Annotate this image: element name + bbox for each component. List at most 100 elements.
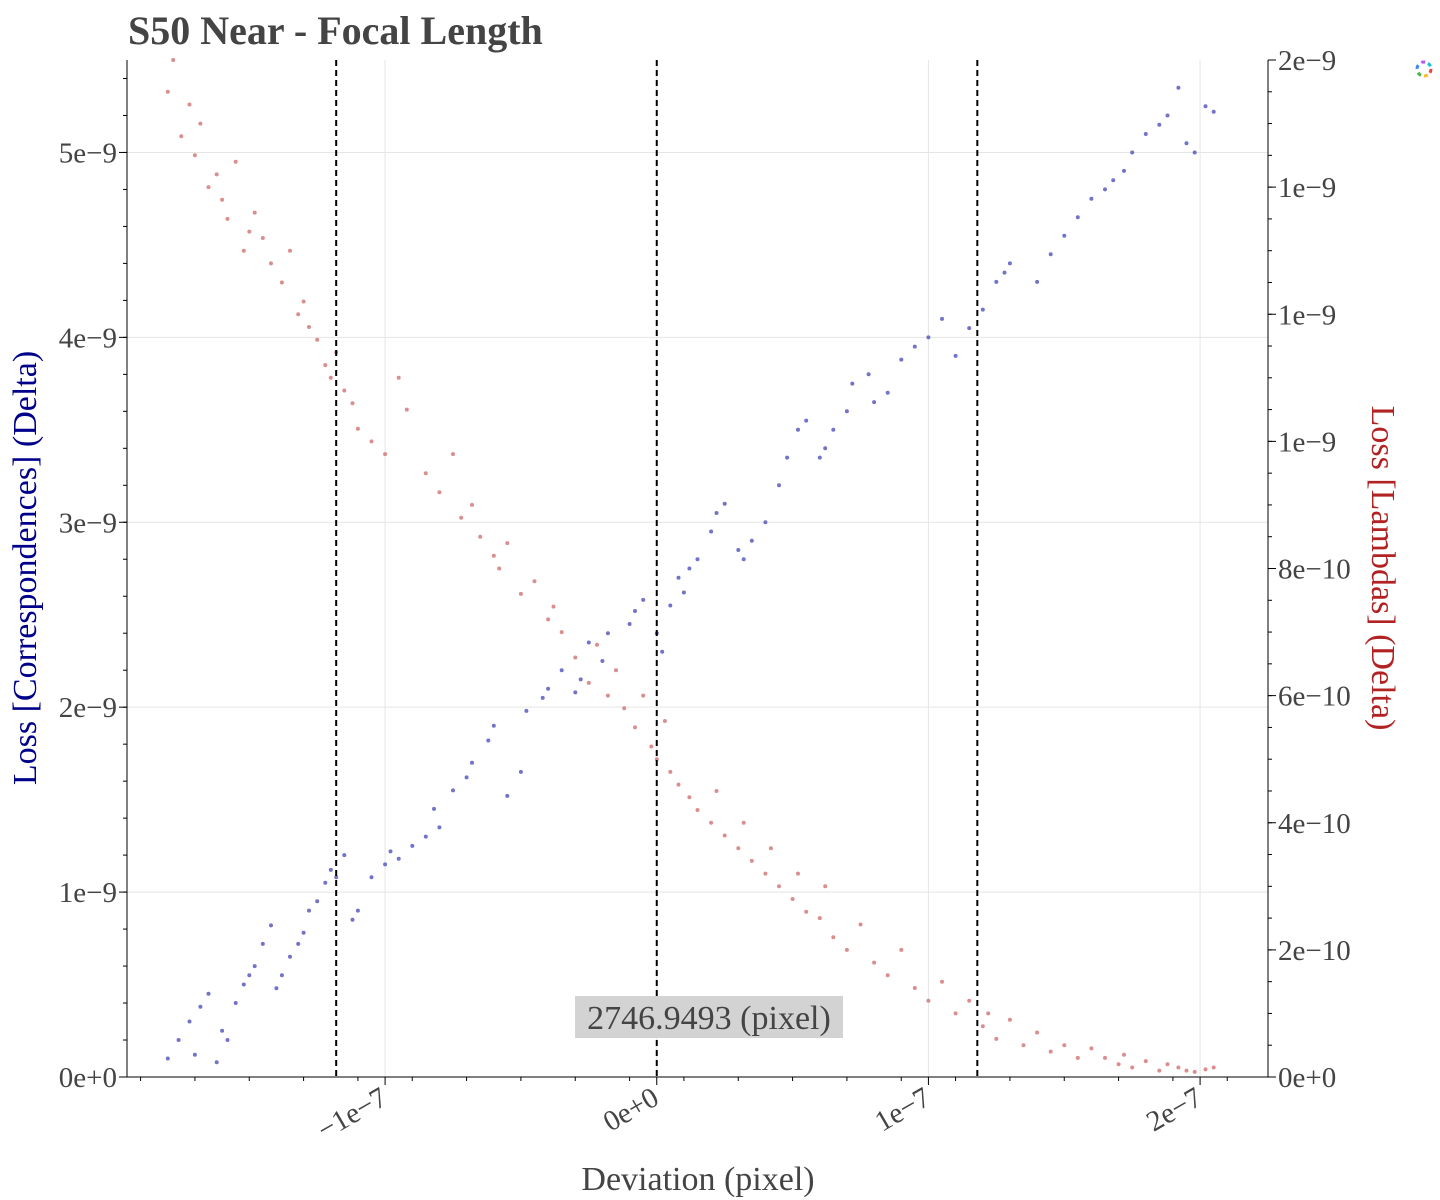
correspondences-point xyxy=(627,622,632,626)
lambdas-point xyxy=(437,490,442,495)
lambdas-point xyxy=(709,820,714,825)
lambdas-point xyxy=(518,591,523,596)
lambdas-point xyxy=(844,947,849,952)
correspondences-point xyxy=(804,418,809,423)
correspondences-point xyxy=(540,695,545,700)
lambdas-point xyxy=(491,553,496,558)
y-tick-label: 5e−9 xyxy=(59,137,117,169)
correspondences-point xyxy=(274,986,279,991)
lambdas-point xyxy=(1089,1046,1094,1051)
correspondences-point xyxy=(1062,233,1067,238)
lambdas-point xyxy=(171,58,176,62)
lambdas-point xyxy=(296,312,301,317)
y2-tick-label: 0e+0 xyxy=(1278,1062,1336,1094)
lambdas-point xyxy=(252,210,257,215)
chart-title: S50 Near - Focal Length xyxy=(128,8,543,53)
lambdas-point xyxy=(179,134,184,139)
lambdas-point xyxy=(831,935,836,940)
correspondences-point xyxy=(187,1019,192,1024)
correspondences-point xyxy=(241,982,246,987)
correspondences-point xyxy=(817,455,822,460)
lambdas-point xyxy=(1184,1068,1189,1073)
lambdas-point xyxy=(1211,1065,1216,1070)
lambdas-point xyxy=(350,401,355,406)
lambdas-point xyxy=(1062,1043,1067,1048)
correspondences-point xyxy=(785,455,790,460)
lambdas-point xyxy=(328,375,333,380)
lambdas-point xyxy=(1048,1049,1053,1054)
x-tick-label: 0e+0 xyxy=(598,1081,664,1138)
lambdas-point xyxy=(220,197,225,202)
lambdas-point xyxy=(940,979,944,984)
lambdas-point xyxy=(279,280,284,285)
correspondences-point xyxy=(1184,141,1189,146)
lambdas-point xyxy=(459,515,464,520)
correspondences-point xyxy=(176,1038,181,1042)
lambdas-point xyxy=(994,1036,999,1041)
y2-tick-label: 4e−10 xyxy=(1278,808,1351,840)
lambdas-point xyxy=(668,769,673,774)
correspondences-point xyxy=(1002,270,1007,275)
correspondences-point xyxy=(491,723,496,728)
y-axis-label: Loss [Correspondences] (Delta) xyxy=(7,351,44,785)
lambdas-point xyxy=(649,744,654,749)
lambdas-point xyxy=(695,808,700,812)
correspondences-point xyxy=(369,875,374,880)
correspondences-point xyxy=(980,307,985,312)
correspondences-point xyxy=(214,1060,219,1065)
lambdas-point xyxy=(301,299,306,304)
correspondences-point xyxy=(1143,132,1148,136)
correspondences-point xyxy=(252,964,257,969)
correspondences-point xyxy=(192,1052,197,1057)
lambdas-point xyxy=(1035,1030,1040,1035)
lambdas-point xyxy=(214,172,219,177)
y-tick-label: 0e+0 xyxy=(59,1062,117,1094)
correspondences-point xyxy=(307,908,311,913)
correspondences-point xyxy=(573,690,578,695)
lambdas-point xyxy=(342,388,347,393)
correspondences-point xyxy=(505,793,510,798)
y2-tick-label: 8e−10 xyxy=(1278,554,1351,586)
correspondences-point xyxy=(328,867,333,872)
lambdas-point xyxy=(622,706,627,711)
correspondences-point xyxy=(668,603,673,608)
toolbar-logo-icon[interactable] xyxy=(1415,60,1433,78)
correspondences-point xyxy=(741,557,746,562)
lambdas-point xyxy=(165,89,170,94)
lambdas-point xyxy=(687,795,692,800)
lambdas-point xyxy=(953,1011,958,1016)
lambdas-point xyxy=(1157,1068,1162,1073)
correspondences-point xyxy=(165,1056,170,1061)
correspondences-point xyxy=(1111,178,1116,183)
correspondences-point xyxy=(967,326,972,331)
correspondences-point xyxy=(1048,252,1053,257)
correspondences-point xyxy=(586,640,591,645)
lambdas-point xyxy=(1075,1055,1080,1060)
lambdas-point xyxy=(817,916,822,921)
y-tick-label: 4e−9 xyxy=(59,322,117,354)
y-tick-label: 1e−9 xyxy=(59,877,117,909)
lambdas-point xyxy=(641,693,646,698)
correspondences-point xyxy=(763,520,768,525)
lambdas-point xyxy=(926,998,931,1003)
correspondences-point xyxy=(1165,113,1170,118)
correspondences-point xyxy=(578,677,583,682)
lambdas-point xyxy=(260,236,265,240)
correspondences-point xyxy=(777,483,781,488)
lambdas-point xyxy=(986,1011,991,1016)
correspondences-point xyxy=(1007,261,1012,266)
correspondences-point xyxy=(1089,196,1094,201)
lambdas-point xyxy=(714,789,719,793)
correspondences-point xyxy=(315,899,320,904)
y2-tick-label: 1e−9 xyxy=(1278,172,1336,204)
lambdas-point xyxy=(546,617,551,622)
lambdas-point xyxy=(912,986,917,990)
y2-tick-label: 1e−9 xyxy=(1278,299,1336,331)
correspondences-point xyxy=(279,973,284,978)
correspondences-point xyxy=(633,609,637,613)
lambdas-point xyxy=(662,719,667,723)
lambdas-point xyxy=(573,655,578,660)
y2-tick-label: 2e−10 xyxy=(1278,935,1351,967)
correspondences-point xyxy=(749,538,754,543)
lambdas-point xyxy=(858,922,863,927)
